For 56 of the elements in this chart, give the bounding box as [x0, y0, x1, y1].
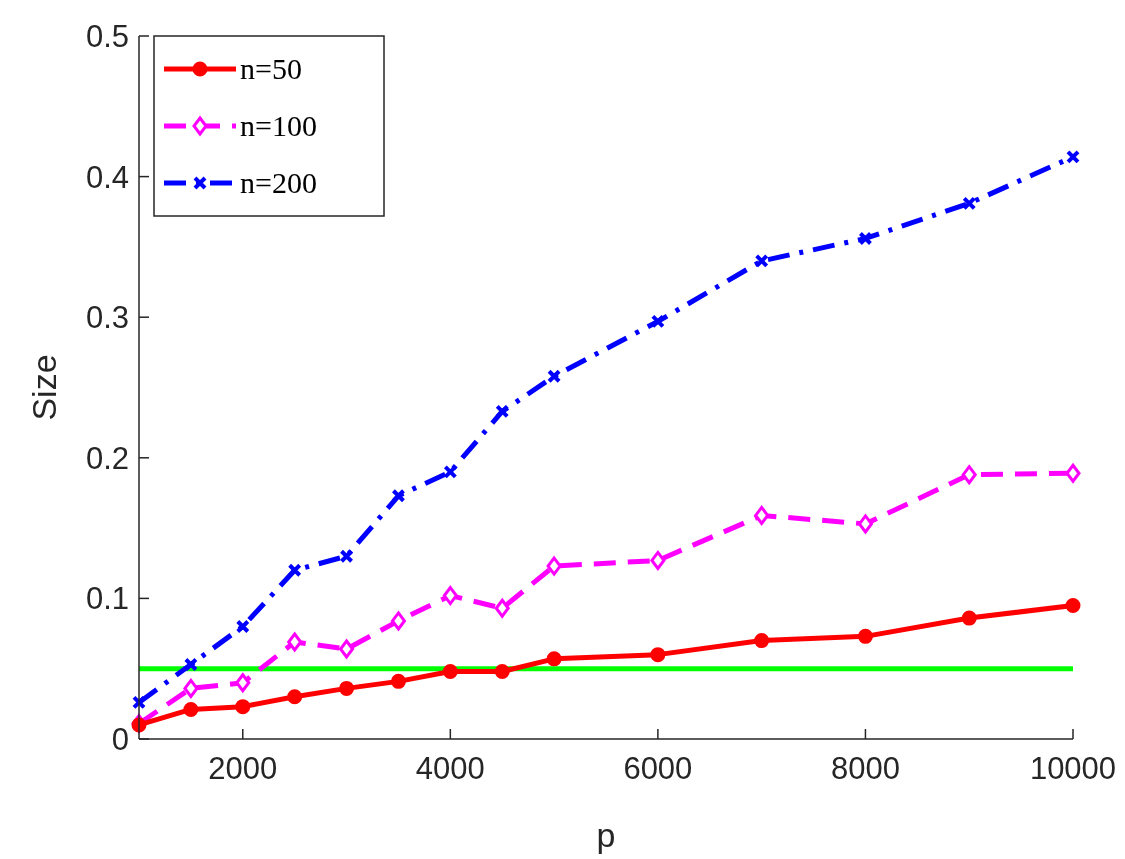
point: [442, 664, 458, 680]
point: [495, 404, 510, 419]
point: [547, 369, 562, 384]
x-tick-label: 8000: [830, 751, 900, 786]
legend-label: n=50: [240, 52, 302, 85]
point: [961, 610, 977, 626]
point: [546, 651, 562, 667]
point: [1065, 463, 1081, 483]
y-axis-title: Size: [25, 354, 63, 421]
point: [857, 628, 873, 644]
point: [390, 673, 406, 689]
point: [339, 549, 354, 564]
point: [183, 678, 199, 698]
point: [546, 556, 562, 576]
y-tick-label: 0.5: [85, 19, 129, 54]
point: [235, 619, 250, 634]
point: [235, 673, 251, 693]
point: [132, 695, 146, 710]
point: [754, 633, 770, 649]
point: [650, 550, 666, 570]
y-tick-label: 0.1: [85, 581, 129, 617]
x-axis-title: p: [596, 816, 616, 854]
point: [287, 632, 303, 652]
point: [962, 196, 977, 211]
point: [754, 505, 770, 525]
x-tick-label: 10000: [1029, 751, 1117, 786]
point: [857, 514, 873, 534]
point: [858, 231, 873, 246]
point: [287, 563, 302, 578]
point: [754, 253, 769, 268]
point: [650, 647, 666, 663]
point: [390, 611, 406, 631]
point: [391, 488, 406, 503]
point: [443, 464, 458, 479]
point: [235, 699, 251, 715]
y-tick-label: 0: [111, 722, 129, 757]
x-tick-label: 2000: [208, 751, 278, 786]
y-tick-label: 0.2: [85, 440, 129, 476]
point: [1066, 149, 1080, 164]
y-tick-label: 0.3: [85, 300, 129, 336]
point: [961, 465, 977, 485]
legend-label: n=200: [240, 166, 317, 199]
point: [339, 680, 355, 696]
point: [183, 701, 199, 717]
point: [1065, 597, 1081, 613]
legend-label: n=100: [240, 109, 317, 142]
point: [650, 314, 665, 329]
point: [494, 598, 510, 618]
point: [339, 639, 355, 659]
y-tick-label: 0.4: [85, 159, 129, 195]
point: [287, 689, 303, 705]
point: [494, 664, 510, 680]
point: [183, 657, 198, 672]
point: [442, 586, 458, 606]
x-tick-label: 6000: [623, 751, 693, 786]
x-tick-label: 4000: [415, 751, 485, 786]
